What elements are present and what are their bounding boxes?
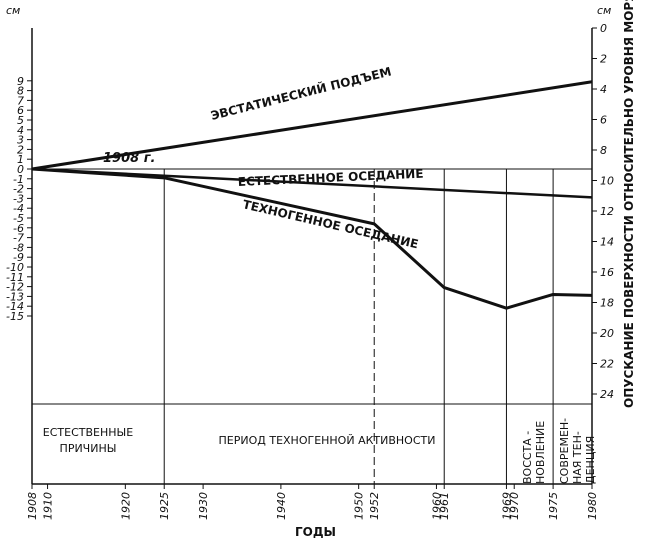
right-axis-unit: см	[597, 4, 611, 17]
x-axis-title: ГОДЫ	[295, 525, 336, 539]
x-tick-label: 1970	[508, 492, 521, 520]
x-tick-label: 1910	[42, 492, 55, 520]
x-tick-label: 1950	[353, 492, 366, 520]
svg-text:СОВРЕМЕН-: СОВРЕМЕН-	[558, 418, 571, 484]
left-axis-unit: см	[6, 4, 20, 17]
x-tick-label: 1975	[547, 492, 560, 520]
x-tick-label: 1952	[368, 492, 381, 520]
left-tick-label: -8	[13, 241, 24, 254]
x-tick-label: 1961	[438, 492, 451, 520]
right-tick-label: 4	[600, 83, 607, 96]
svg-text:ДЕНЦИЯ: ДЕНЦИЯ	[584, 436, 597, 484]
left-tick-label: -5	[13, 212, 24, 225]
left-tick-label: 9	[17, 75, 24, 88]
x-tick-label: 1969	[500, 492, 513, 520]
period-natural-line1: ЕСТЕСТВЕННЫЕ	[43, 426, 133, 439]
right-tick-label: 8	[600, 144, 607, 157]
x-tick-label: 1925	[158, 492, 171, 520]
left-tick-label: 3	[17, 134, 24, 147]
x-tick-label: 1980	[586, 492, 599, 520]
right-tick-label: 0	[600, 22, 607, 35]
right-tick-label: 16	[600, 266, 614, 279]
right-tick-label: 14	[600, 236, 614, 249]
svg-text:ВОССТА -: ВОССТА -	[521, 431, 534, 484]
right-tick-label: 20	[600, 327, 614, 340]
x-tick-label: 1920	[119, 492, 132, 520]
left-tick-label: -9	[13, 251, 24, 264]
tick-labels: 9876543210-1-2-3-4-5-6-7-8-9-10-11-12-13…	[6, 22, 614, 520]
left-tick-label: 7	[17, 94, 24, 107]
left-tick-label: 2	[17, 143, 24, 156]
series-label-eustatic: ЭВСТАТИЧЕСКИЙ ПОДЪЕМ	[209, 63, 393, 122]
svg-text:НОВЛЕНИЕ: НОВЛЕНИЕ	[534, 421, 547, 484]
start-year-label: 1908 г.	[103, 151, 155, 166]
period-technogenic: ПЕРИОД ТЕХНОГЕННОЙ АКТИВНОСТИ	[219, 434, 436, 447]
left-tick-label: -1	[13, 173, 24, 186]
svg-text:НАЯ ТЕН-: НАЯ ТЕН-	[571, 431, 584, 484]
x-tick-label: 1930	[197, 492, 210, 520]
left-tick-label: -7	[13, 232, 24, 245]
left-tick-label: 4	[17, 124, 24, 137]
left-tick-label: -4	[13, 202, 24, 215]
right-tick-label: 2	[600, 53, 607, 66]
left-tick-label: -12	[6, 281, 24, 294]
right-tick-label: 18	[600, 297, 614, 310]
left-tick-label: -2	[13, 183, 24, 196]
left-tick-label: -3	[13, 192, 24, 205]
period-modern-trend: СОВРЕМЕН- НАЯ ТЕН- ДЕНЦИЯ	[558, 418, 597, 484]
left-tick-label: 1	[17, 153, 24, 166]
grid-lines	[163, 169, 554, 484]
x-tick-label: 1960	[430, 492, 443, 520]
series-layer	[31, 80, 593, 310]
series-line-2	[31, 167, 593, 310]
left-tick-label: 5	[17, 114, 24, 127]
right-tick-label: 12	[600, 205, 614, 218]
series-label-natural: ЕСТЕСТВЕННОЕ ОСЕДАНИЕ	[238, 167, 424, 189]
left-tick-label: -14	[6, 300, 24, 313]
right-tick-label: 24	[600, 388, 614, 401]
right-axis-title: ОПУСКАНИЕ ПОВЕРХНОСТИ ОТНОСИТЕЛЬНО УРОВН…	[622, 0, 636, 408]
left-tick-label: -10	[6, 261, 24, 274]
left-tick-label: -15	[6, 310, 24, 323]
left-tick-label: -11	[6, 271, 24, 284]
period-natural-line2: ПРИЧИНЫ	[60, 442, 117, 455]
x-tick-label: 1940	[275, 492, 288, 520]
right-tick-label: 6	[600, 114, 607, 127]
left-tick-label: -6	[13, 222, 24, 235]
series-label-technogenic: ТЕХНОГЕННОЕ ОСЕДАНИЕ	[241, 197, 419, 251]
period-restoration: ВОССТА - НОВЛЕНИЕ	[521, 421, 547, 484]
right-tick-label: 22	[600, 358, 614, 371]
left-tick-label: 8	[17, 85, 24, 98]
left-tick-label: 6	[17, 104, 24, 117]
x-tick-label: 1908	[26, 492, 39, 520]
left-tick-label: 0	[17, 163, 24, 176]
series-line-0	[31, 80, 593, 171]
right-tick-label: 10	[600, 175, 614, 188]
left-tick-label: -13	[6, 290, 24, 303]
